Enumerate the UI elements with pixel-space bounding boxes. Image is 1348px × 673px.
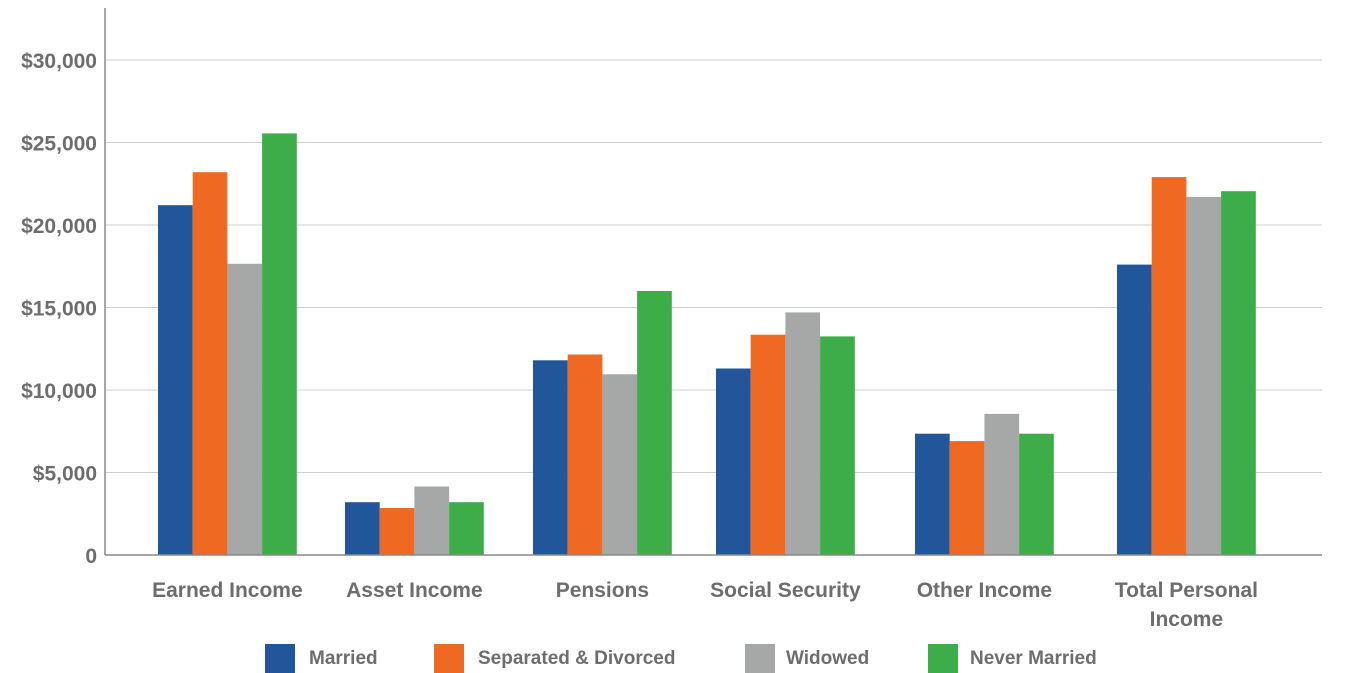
legend-label: Separated & Divorced	[478, 648, 675, 669]
bar	[345, 502, 380, 555]
category-label: Pensions	[556, 579, 649, 602]
bar	[449, 502, 484, 555]
bar	[414, 486, 450, 555]
bar	[1117, 264, 1152, 555]
y-tick-label: $15,000	[21, 298, 97, 321]
legend-swatch	[928, 644, 958, 673]
legend-item: Married	[265, 644, 378, 673]
category-label: Social Security	[710, 579, 861, 602]
category-label: Total Personal	[1115, 579, 1258, 602]
y-tick-label: $5,000	[33, 463, 97, 486]
legend-swatch	[745, 644, 775, 673]
bar	[984, 413, 1020, 555]
y-tick-label: $20,000	[21, 215, 97, 238]
bars	[158, 133, 1256, 555]
bar	[716, 368, 751, 555]
bar	[227, 263, 263, 555]
y-tick-label: $30,000	[21, 50, 97, 73]
category-label: Earned Income	[152, 579, 303, 602]
bar	[379, 508, 415, 555]
bar	[602, 374, 638, 555]
axes	[104, 8, 1322, 556]
bar	[192, 172, 228, 555]
legend: Married Separated & Divorced Widowed Never …	[265, 644, 1097, 673]
bar	[262, 133, 297, 555]
legend-label: Married	[309, 648, 378, 669]
legend-label: Never Married	[970, 648, 1097, 669]
y-tick-label: 0	[85, 545, 97, 568]
category-label: Asset Income	[346, 579, 483, 602]
legend-item: Widowed	[745, 644, 869, 673]
bar	[637, 291, 672, 555]
y-tick-label: $25,000	[21, 133, 97, 156]
bar	[750, 334, 786, 555]
category-label: Other Income	[917, 579, 1052, 602]
bar	[915, 433, 950, 555]
bar	[949, 441, 985, 555]
bar	[1151, 177, 1187, 555]
legend-label: Widowed	[786, 648, 869, 669]
bar	[567, 354, 603, 555]
legend-swatch	[265, 644, 295, 673]
bar	[820, 336, 855, 555]
category-labels: Earned Income Asset Income Pensions Social …	[152, 579, 1258, 631]
legend-item: Separated & Divorced	[434, 644, 675, 673]
legend-item: Never Married	[928, 644, 1097, 673]
bar	[785, 312, 821, 555]
y-tick-label: $10,000	[21, 380, 97, 403]
category-label: Income	[1150, 608, 1224, 631]
legend-swatch	[434, 644, 464, 673]
bar	[1221, 191, 1256, 555]
bar	[533, 360, 568, 555]
bar	[1019, 433, 1054, 555]
bar	[1186, 196, 1222, 555]
y-tick-labels: 0 $5,000 $10,000 $15,000 $20,000 $25,000 $30,0…	[21, 50, 97, 568]
bar	[158, 205, 193, 555]
